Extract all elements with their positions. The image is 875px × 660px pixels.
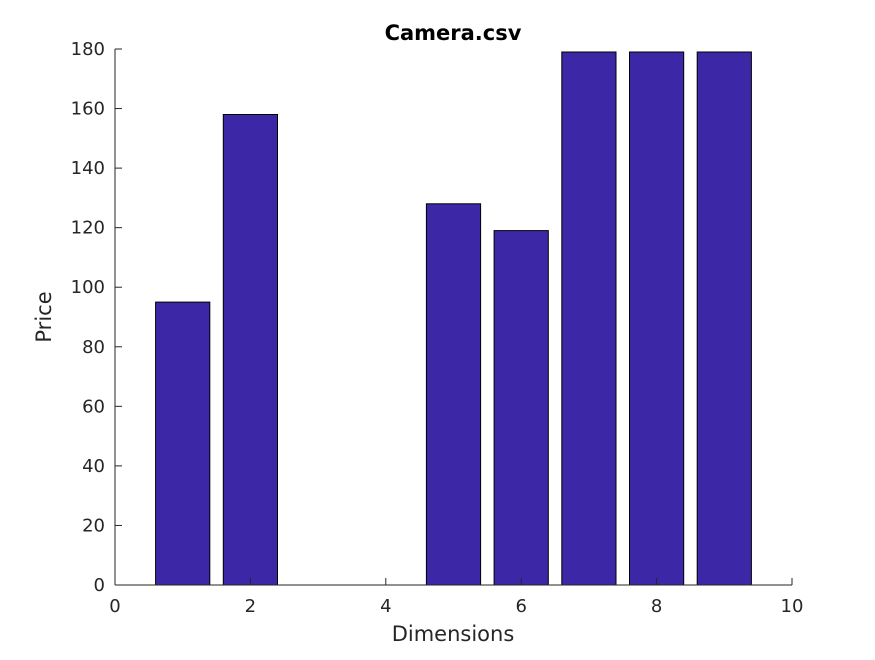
bar-6 xyxy=(493,230,549,586)
y-axis-label: Price xyxy=(32,291,56,342)
bars-group xyxy=(155,51,752,586)
bar-9 xyxy=(696,51,752,586)
y-tick-label: 120 xyxy=(71,218,105,239)
y-tick-label: 140 xyxy=(71,158,105,179)
x-tick-label: 8 xyxy=(651,596,662,617)
bar-2 xyxy=(222,114,279,586)
y-tick-label: 160 xyxy=(71,99,105,120)
x-axis-label: Dimensions xyxy=(392,622,515,646)
x-tick-label: 4 xyxy=(380,596,391,617)
y-tick-label: 0 xyxy=(94,575,105,596)
x-tick-label: 0 xyxy=(109,596,120,617)
y-tick-label: 100 xyxy=(71,277,105,298)
bar-7 xyxy=(561,51,617,586)
y-tick-label: 80 xyxy=(82,337,105,358)
x-ticks-group: 0 2 4 6 8 10 xyxy=(109,578,803,617)
y-tick-label: 180 xyxy=(71,39,105,60)
x-tick-label: 6 xyxy=(515,596,526,617)
bar-8 xyxy=(629,51,685,586)
bar-1 xyxy=(155,301,211,586)
y-tick-label: 20 xyxy=(82,515,105,536)
x-tick-label: 2 xyxy=(245,596,256,617)
y-ticks-group: 0 20 40 60 80 100 120 140 160 180 xyxy=(71,39,122,596)
x-tick-label: 10 xyxy=(781,596,804,617)
chart-title: Camera.csv xyxy=(385,21,522,45)
y-tick-label: 40 xyxy=(82,456,105,477)
bar-5 xyxy=(425,203,482,586)
axes-group xyxy=(114,49,792,586)
y-tick-label: 60 xyxy=(82,396,105,417)
